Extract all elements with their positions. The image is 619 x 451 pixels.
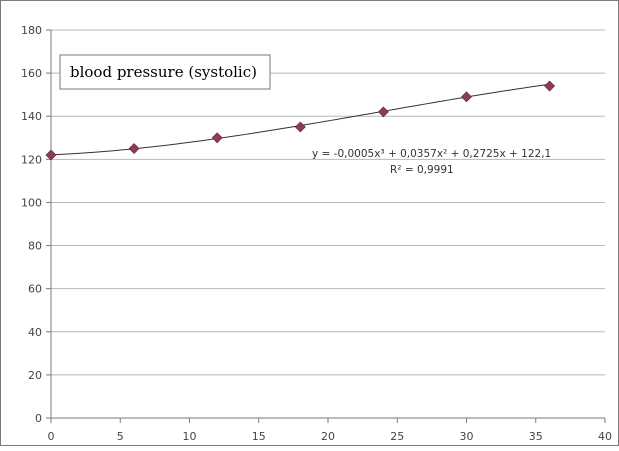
y-tick-label: 180 xyxy=(21,24,42,37)
x-tick-label: 5 xyxy=(117,430,124,443)
y-tick-label: 0 xyxy=(35,412,42,425)
trendline-equation: y = -0,0005x³ + 0,0357x² + 0,2725x + 122… xyxy=(312,148,551,160)
x-tick-label: 10 xyxy=(183,430,197,443)
x-tick-label: 20 xyxy=(321,430,335,443)
y-tick-label: 120 xyxy=(21,153,42,166)
x-tick-label: 15 xyxy=(252,430,266,443)
y-tick-label: 140 xyxy=(21,110,42,123)
r-squared-label: R² = 0,9991 xyxy=(390,164,454,176)
y-tick-label: 100 xyxy=(21,196,42,209)
x-tick-label: 0 xyxy=(48,430,55,443)
y-tick-label: 60 xyxy=(28,283,42,296)
y-tick-label: 160 xyxy=(21,67,42,80)
x-tick-label: 30 xyxy=(460,430,474,443)
y-tick-label: 80 xyxy=(28,240,42,253)
x-tick-label: 40 xyxy=(598,430,612,443)
x-tick-label: 35 xyxy=(529,430,543,443)
y-tick-label: 40 xyxy=(28,326,42,339)
y-tick-label: 20 xyxy=(28,369,42,382)
legend: blood pressure (systolic) xyxy=(60,55,270,89)
legend-entry: blood pressure (systolic) xyxy=(70,63,257,81)
x-tick-label: 25 xyxy=(390,430,404,443)
